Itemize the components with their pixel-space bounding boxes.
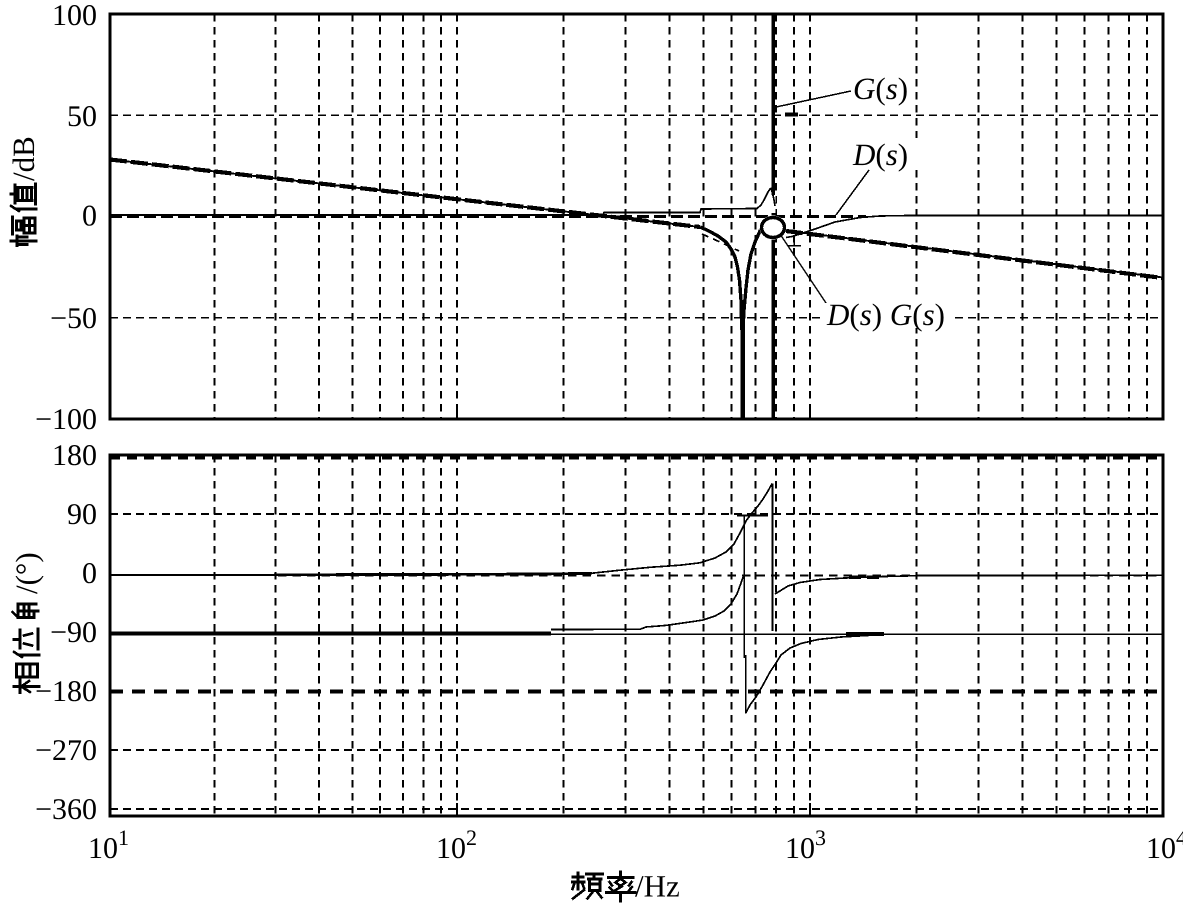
svg-text:D(s): D(s)	[852, 137, 908, 172]
svg-text:−270: −270	[35, 734, 97, 767]
svg-text:−90: −90	[50, 616, 97, 649]
svg-text:D(s) G(s): D(s) G(s)	[826, 297, 945, 332]
svg-text:100: 100	[52, 0, 97, 32]
svg-text:G(s): G(s)	[853, 71, 908, 106]
svg-text:−360: −360	[35, 793, 97, 826]
svg-text:−50: −50	[50, 302, 97, 335]
svg-text:180: 180	[52, 439, 97, 472]
svg-text:−180: −180	[35, 675, 97, 708]
svg-text:101: 101	[88, 825, 129, 865]
svg-text:/(°): /(°)	[9, 552, 44, 594]
svg-text:90: 90	[67, 498, 97, 531]
svg-text:/dB: /dB	[6, 136, 41, 181]
svg-text:/Hz: /Hz	[635, 869, 680, 904]
svg-text:0: 0	[82, 557, 97, 590]
svg-text:0: 0	[82, 200, 97, 233]
svg-text:−100: −100	[35, 403, 97, 436]
svg-text:50: 50	[67, 100, 97, 133]
